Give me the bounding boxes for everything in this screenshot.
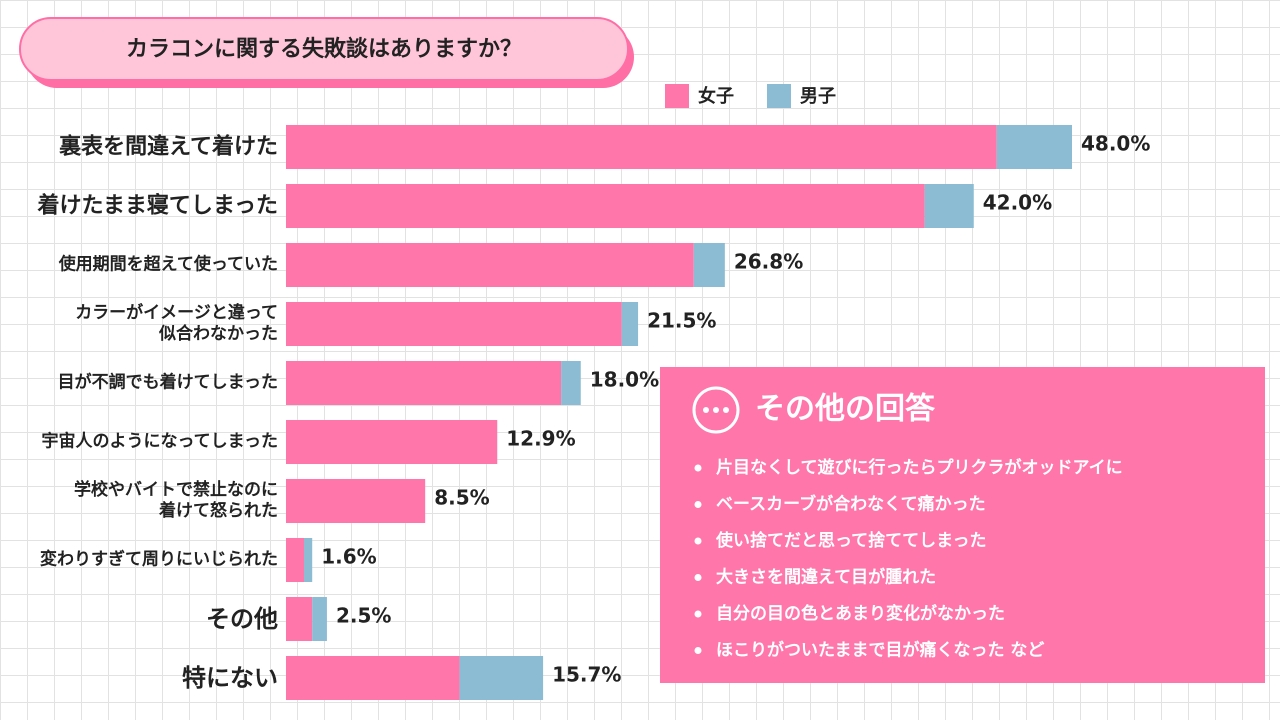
total-label: 21.5%: [647, 309, 716, 333]
bar-segment: [561, 361, 581, 405]
note-box: [660, 367, 1265, 683]
note-item: 片目なくして遊びに行ったらプリクラがオッドアイに: [716, 457, 1123, 478]
bar-segment: [286, 538, 305, 582]
category-label: 裏表を間違えて着けた: [59, 134, 278, 160]
bullet: [694, 647, 702, 654]
total-label: 8.5%: [434, 486, 489, 510]
total-label: 12.9%: [506, 427, 575, 451]
category-label: 着けたまま寝てしまった: [37, 193, 278, 219]
total-label: 15.7%: [552, 663, 621, 687]
category-label: 目が不調でも着けてしまった: [57, 372, 278, 393]
note-icon-dot: [703, 407, 709, 413]
bar-segment: [621, 302, 639, 346]
category-label: その他: [206, 605, 278, 633]
bullet: [694, 610, 702, 618]
note-title: その他の回答: [755, 392, 936, 427]
chart-title: カラコンに関する失敗談はありますか？: [126, 36, 522, 62]
total-label: 1.6%: [321, 545, 376, 569]
bar-segment: [996, 125, 1072, 169]
note-item: 自分の目の色とあまり変化がなかった: [716, 603, 1005, 624]
bar-segment: [286, 243, 694, 287]
bar-segment: [693, 243, 725, 287]
note-item: ほこりがついたままで目が痛くなった など: [716, 640, 1044, 661]
total-label: 26.8%: [734, 250, 803, 274]
bullet: [694, 574, 702, 581]
bar-segment: [304, 538, 313, 582]
category-label: 学校やバイトで禁止なのに 着けて怒られた: [74, 479, 278, 521]
total-label: 48.0%: [1081, 132, 1150, 156]
bullet: [694, 537, 702, 545]
note-icon-dot: [723, 407, 729, 413]
bar-segment: [286, 302, 622, 346]
legend-swatch: [665, 84, 689, 108]
bullet: [694, 464, 702, 472]
bar-segment: [459, 656, 544, 700]
category-label: 宇宙人のようになってしまった: [41, 431, 278, 452]
bar-segment: [286, 184, 925, 228]
note-icon: [692, 386, 740, 434]
note-item: 使い捨てだと思って捨ててしまった: [715, 530, 986, 551]
total-label: 42.0%: [983, 191, 1052, 215]
category-label: カラーがイメージと違って 似合わなかった: [75, 302, 278, 344]
note-item: ベースカーブが合わなくて痛かった: [716, 494, 986, 515]
title-pill: [19, 17, 629, 81]
category-label: 使用期間を超えて使っていた: [58, 254, 278, 275]
note-icon-dot: [713, 407, 719, 413]
bullet: [694, 501, 702, 508]
category-label: 変わりすぎて周りにいじられた: [40, 549, 278, 570]
legend-label: 男子: [800, 86, 836, 107]
category-label: 特にない: [182, 664, 278, 692]
bar-segment: [286, 479, 426, 523]
note-item: 大きさを間違えて目が腫れた: [716, 567, 936, 588]
bar-segment: [286, 656, 460, 700]
bar-segment: [286, 420, 498, 464]
bar-segment: [924, 184, 974, 228]
legend-swatch: [767, 84, 791, 108]
bar-segment: [286, 125, 997, 169]
total-label: 18.0%: [590, 368, 659, 392]
bar-segment: [286, 597, 313, 641]
total-label: 2.5%: [336, 604, 391, 628]
bar-segment: [286, 361, 562, 405]
legend-label: 女子: [698, 85, 734, 107]
bar-segment: [312, 597, 327, 641]
